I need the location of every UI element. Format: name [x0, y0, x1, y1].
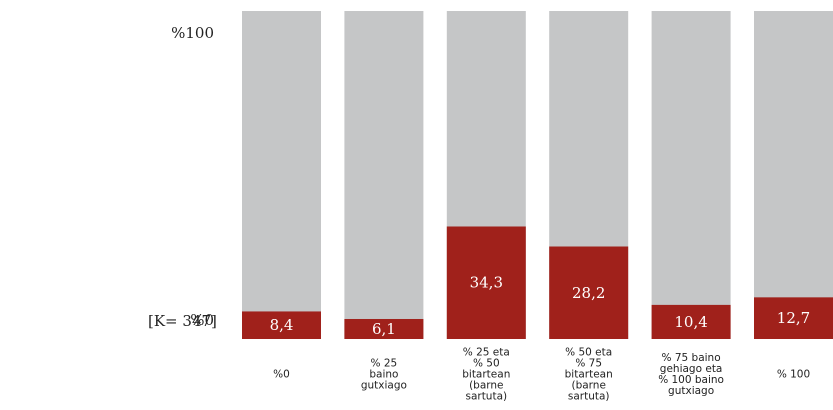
sample-size-label: [K= 347] [148, 312, 217, 330]
category-label-3: % 50 eta% 75 bitartean (barne sartuta) [565, 347, 613, 403]
y-tick-label-1: %0 [190, 311, 214, 329]
data-label-4: 10,4 [674, 313, 707, 331]
y-tick-label-0: %100 [171, 24, 214, 42]
category-label-0: %0 [273, 369, 290, 381]
y-axis-ticks: %100 %0 [171, 24, 214, 329]
bar-value-4 [651, 304, 731, 339]
category-label-2: % 25 eta% 50 bitartean (barne sartuta) [462, 347, 510, 403]
bar-value-0 [242, 311, 321, 339]
value-labels-group: 8,4 6,1 34,3 28,2 10,4 12,7 [270, 274, 811, 338]
data-label-2: 34,3 [470, 274, 503, 292]
bar-remainder-4 [651, 11, 731, 339]
category-labels-group: %0 % 25 baino gutxiago % 25 eta% 50 bitartean… [273, 347, 810, 403]
bars-group [242, 11, 833, 339]
bar-value-3 [549, 246, 629, 339]
bar-remainder-1 [344, 11, 424, 339]
data-label-3: 28,2 [572, 284, 605, 302]
bar-value-1 [344, 318, 424, 339]
data-label-1: 6,1 [372, 320, 396, 338]
bar-value-2 [446, 226, 526, 339]
category-label-5: % 100 [777, 369, 810, 381]
data-label-0: 8,4 [270, 316, 294, 334]
data-label-5: 12,7 [777, 309, 810, 327]
bar-remainder-0 [242, 11, 321, 339]
category-label-1: % 25 baino gutxiago [361, 358, 407, 392]
category-label-4: % 75 baino gehiago eta% 100 baino gutxiago [658, 352, 724, 397]
bar-remainder-5 [754, 11, 833, 339]
bar-value-5 [754, 297, 833, 339]
